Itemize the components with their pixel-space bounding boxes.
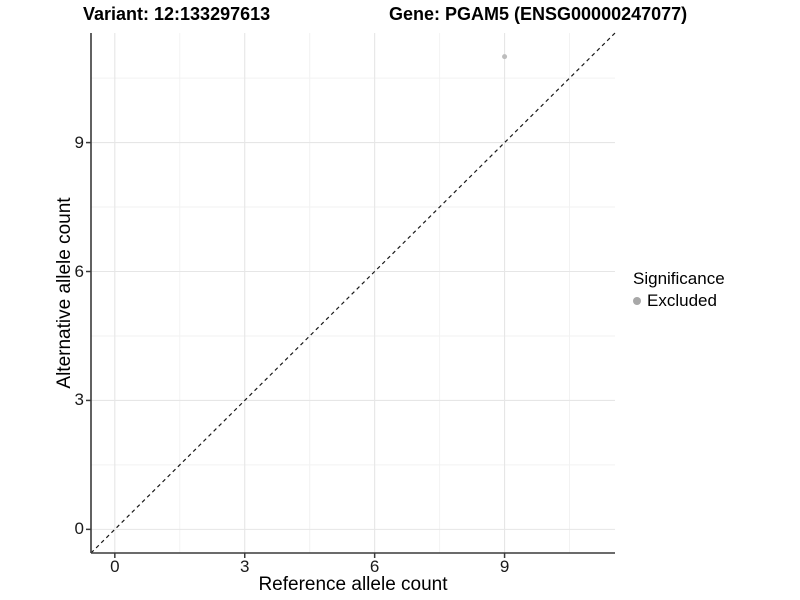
legend-key-dot-icon xyxy=(633,297,641,305)
legend-items: Excluded xyxy=(633,291,725,311)
x-tick-label: 9 xyxy=(499,557,510,576)
legend: Significance Excluded xyxy=(633,269,725,311)
legend-label: Excluded xyxy=(647,291,717,310)
x-tick-label: 3 xyxy=(240,557,250,576)
legend-entry: Excluded xyxy=(633,291,725,311)
x-tick-label: 0 xyxy=(110,557,120,576)
y-tick-label: 3 xyxy=(74,390,84,410)
x-tick-label: 6 xyxy=(369,557,380,576)
y-axis-title: Alternative allele count xyxy=(54,197,75,389)
legend-title: Significance xyxy=(633,269,725,288)
y-tick-label: 0 xyxy=(74,519,84,539)
identity-dashed-line xyxy=(90,32,616,554)
data-point-excluded xyxy=(502,54,508,60)
plot-title-variant: Variant: 12:133297613 xyxy=(83,4,271,24)
y-tick-label: 6 xyxy=(74,261,84,281)
plot-title-gene: Gene: PGAM5 (ENSG00000247077) xyxy=(389,4,688,24)
y-tick-label: 9 xyxy=(74,132,84,152)
x-axis-title: Reference allele count xyxy=(258,574,448,595)
